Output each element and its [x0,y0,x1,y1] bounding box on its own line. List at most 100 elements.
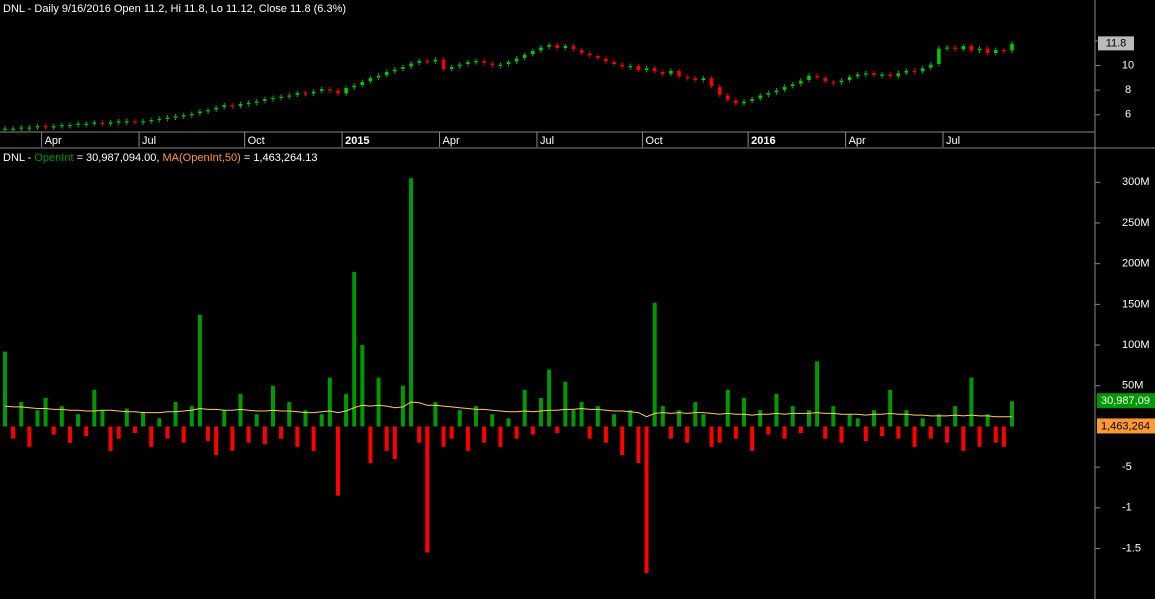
candle [530,50,536,55]
bar [742,397,747,427]
candle [408,62,414,68]
y-tick-label: 150M [1122,298,1150,310]
bar [238,393,243,427]
candle [660,71,666,75]
bar [67,426,72,443]
candle [969,45,974,52]
bar [335,426,340,496]
candle [490,62,495,66]
bar [547,369,552,427]
bar [522,389,527,427]
candle [246,102,251,105]
bar [782,426,787,439]
last-value-box [1097,418,1155,434]
bar [108,426,113,451]
candle [67,124,73,127]
bar [51,426,56,435]
bar [433,402,438,427]
candle [774,89,779,93]
candle [465,61,471,65]
x-tick-label: Oct [646,135,663,147]
candle [790,83,795,87]
candle [262,98,268,102]
title-value: = 30,987,094.00, [74,152,163,164]
bar [668,426,673,439]
title-prefix: DNL - [3,152,34,164]
bar [19,402,24,427]
candle [230,104,235,108]
bar [790,406,795,427]
y-tick-label: 6 [1125,109,1131,121]
bar [303,410,308,427]
candle [961,45,966,50]
y-tick-label: 200M [1122,258,1150,270]
bar [482,426,487,443]
bar [100,410,105,427]
candle [693,77,698,81]
x-tick-label: Apr [45,135,62,147]
candle [278,96,284,99]
candle [709,77,714,87]
candle [83,123,89,126]
bar [1001,426,1006,447]
candle [993,49,999,54]
candle [855,73,860,77]
candle [35,125,40,129]
bar [457,410,462,427]
candle [157,118,162,121]
bar [400,385,405,427]
candle [668,70,674,75]
bar [685,426,690,443]
candle [847,76,852,81]
x-tick-label: Jul [946,135,960,147]
candle [563,45,568,49]
candle [376,75,381,79]
bar [612,414,617,427]
y-tick-label: -1.5 [1122,542,1141,554]
bar [376,377,381,427]
bar [847,414,852,427]
bar [563,381,568,427]
y-tick-label: 100M [1122,339,1150,351]
bar [254,414,259,427]
candle [587,52,592,56]
candle [498,64,503,67]
bar [384,426,389,451]
candle [335,89,341,95]
bar [319,414,324,427]
bar [214,426,219,455]
candle [514,57,519,63]
y-tick-label: 50M [1122,380,1143,392]
candle [254,100,259,104]
last-price-box [1098,36,1134,51]
bar [750,426,755,451]
bar [506,418,511,427]
bar [863,426,868,442]
candle [887,73,893,77]
bar [449,426,454,439]
candle [481,60,487,64]
candle [741,100,747,104]
candle [1009,43,1015,52]
bar [279,426,284,439]
bar [295,426,300,447]
bar [725,389,730,427]
bar [197,314,202,427]
bar [222,410,227,427]
bar [806,410,811,427]
candle [360,81,365,86]
bar [59,406,64,427]
bar [579,402,584,427]
candle [18,126,24,130]
candle [944,46,950,50]
candle [733,99,739,104]
bar [530,426,535,435]
candle [2,128,8,131]
bar [43,397,48,427]
bar [262,426,267,445]
candle [506,61,511,65]
candle [684,76,690,79]
y-tick-label: 10 [1122,59,1134,71]
bar [904,410,909,427]
candle [936,48,942,65]
